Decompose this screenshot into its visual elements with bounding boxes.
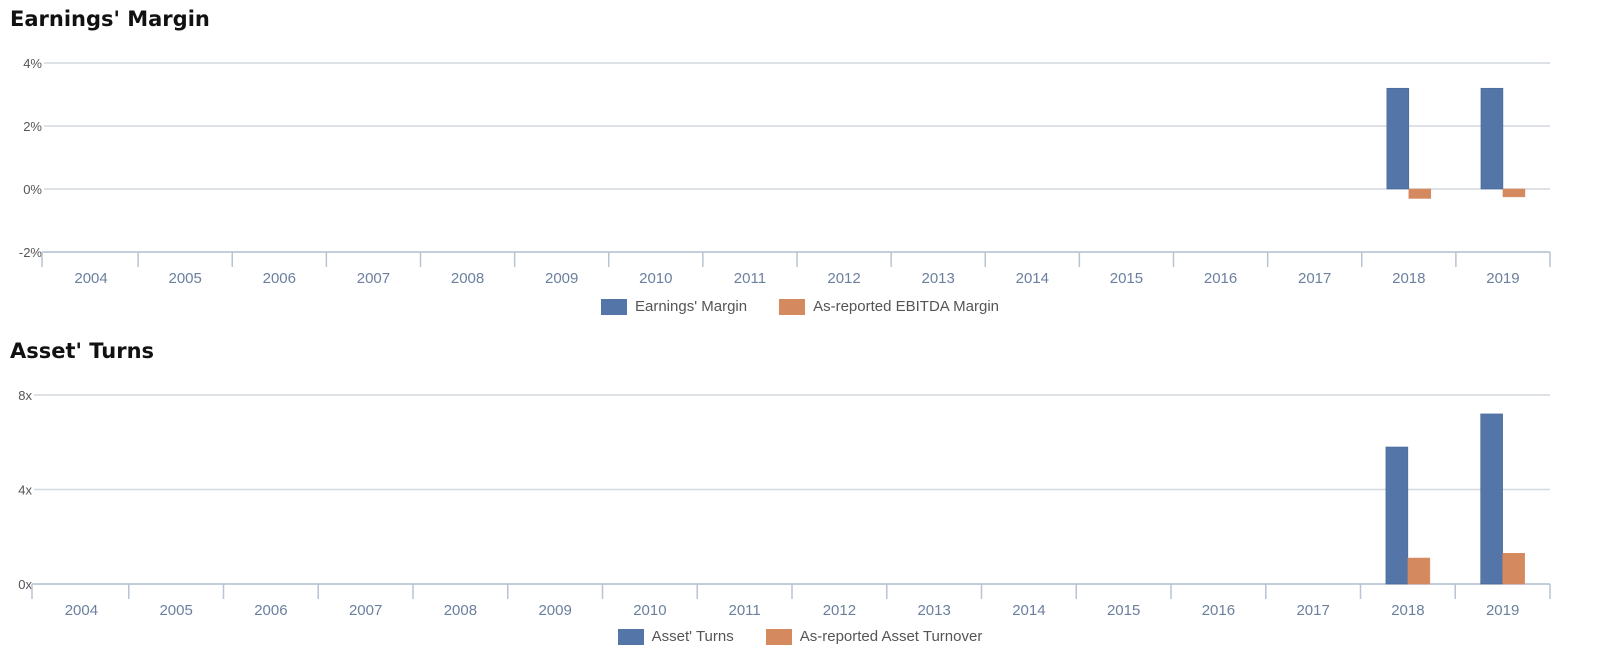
x-tick-label: 2019 bbox=[1486, 602, 1519, 619]
x-tick-label: 2004 bbox=[74, 270, 107, 287]
bar-secondary-2019 bbox=[1502, 553, 1525, 585]
legend-swatch bbox=[617, 628, 644, 645]
bar-primary-2018 bbox=[1386, 87, 1410, 190]
x-tick-label: 2014 bbox=[1012, 602, 1045, 619]
x-tick-label: 2017 bbox=[1298, 270, 1331, 287]
x-tick-label: 2005 bbox=[159, 602, 192, 619]
legend-label: Earnings' Margin bbox=[635, 298, 748, 315]
x-tick-label: 2015 bbox=[1107, 602, 1140, 619]
bar-secondary-2018 bbox=[1407, 557, 1431, 585]
asset-turns-chart: 0x 4x 8x 2004 2005 2006 2007 2008 2009 2010 2011 20… bbox=[18, 388, 1551, 619]
y-tick-label: 0x bbox=[18, 577, 32, 592]
legend-item[interactable]: Earnings' Margin bbox=[601, 298, 747, 315]
legend-swatch bbox=[601, 298, 627, 315]
earnings-margin-chart: -2% 0% 2% 4% 2004 2005 2006 2007 2008 2009 2010 201… bbox=[19, 56, 1551, 287]
y-tick-label: 2% bbox=[23, 119, 42, 134]
chart-legend: Asset' Turns As-reported Asset Turnover bbox=[0, 628, 1600, 645]
y-tick-label: 0% bbox=[23, 182, 42, 197]
x-tick-label: 2012 bbox=[827, 270, 860, 287]
x-tick-label: 2007 bbox=[357, 270, 390, 287]
legend-label: Asset' Turns bbox=[651, 628, 734, 645]
x-tick-label: 2006 bbox=[263, 270, 296, 287]
legend-label: As-reported Asset Turnover bbox=[799, 628, 983, 645]
legend-item[interactable]: As-reported EBITDA Margin bbox=[779, 298, 999, 315]
bar-primary-2018 bbox=[1385, 446, 1409, 585]
x-tick-label: 2005 bbox=[169, 270, 202, 287]
asset-turns-chart-block: Asset' Turns 0x 4x 8x 2004 2005 2006 2007 2008 2… bbox=[0, 332, 1600, 672]
y-tick-label: 4x bbox=[18, 483, 32, 498]
legend-swatch bbox=[779, 298, 806, 315]
x-tick-label: 2012 bbox=[823, 602, 856, 619]
chart-title: Earnings' Margin bbox=[10, 7, 210, 31]
y-tick-label: 4% bbox=[23, 56, 42, 71]
x-tick-label: 2011 bbox=[728, 602, 760, 619]
legend-item[interactable]: Asset' Turns bbox=[617, 628, 734, 645]
y-tick-label: -2% bbox=[19, 245, 43, 260]
x-tick-label: 2004 bbox=[65, 602, 98, 619]
x-tick-label: 2010 bbox=[639, 270, 672, 287]
x-tick-label: 2007 bbox=[349, 602, 382, 619]
x-tick-label: 2018 bbox=[1392, 270, 1425, 287]
legend-item[interactable]: As-reported Asset Turnover bbox=[765, 628, 983, 645]
bar-primary-2019 bbox=[1480, 413, 1503, 585]
x-tick-label: 2010 bbox=[633, 602, 666, 619]
chart-legend: Earnings' Margin As-reported EBITDA Margi… bbox=[0, 298, 1600, 315]
legend-swatch bbox=[765, 628, 792, 645]
x-tick-label: 2014 bbox=[1016, 270, 1049, 287]
x-tick-label: 2009 bbox=[538, 602, 571, 619]
x-tick-label: 2006 bbox=[254, 602, 287, 619]
x-tick-label: 2017 bbox=[1296, 602, 1329, 619]
x-tick-label: 2015 bbox=[1110, 270, 1143, 287]
x-tick-label: 2019 bbox=[1486, 270, 1519, 287]
x-tick-label: 2009 bbox=[545, 270, 578, 287]
x-tick-label: 2013 bbox=[917, 602, 950, 619]
x-tick-label: 2016 bbox=[1204, 270, 1237, 287]
legend-label: As-reported EBITDA Margin bbox=[813, 298, 999, 315]
chart-title: Asset' Turns bbox=[10, 339, 155, 363]
x-tick-label: 2013 bbox=[922, 270, 955, 287]
x-tick-label: 2016 bbox=[1202, 602, 1235, 619]
x-tick-label: 2008 bbox=[444, 602, 477, 619]
x-tick-label: 2011 bbox=[734, 270, 766, 287]
earnings-margin-chart-block: Earnings' Margin -2% 0% 2% 4% 2004 2005 2006 20… bbox=[0, 0, 1600, 330]
bar-primary-2019 bbox=[1480, 87, 1504, 190]
x-tick-label: 2008 bbox=[451, 270, 484, 287]
bar-secondary-2018 bbox=[1408, 188, 1432, 199]
y-tick-label: 8x bbox=[18, 388, 32, 403]
bar-secondary-2019 bbox=[1502, 188, 1526, 198]
x-tick-label: 2018 bbox=[1391, 602, 1424, 619]
